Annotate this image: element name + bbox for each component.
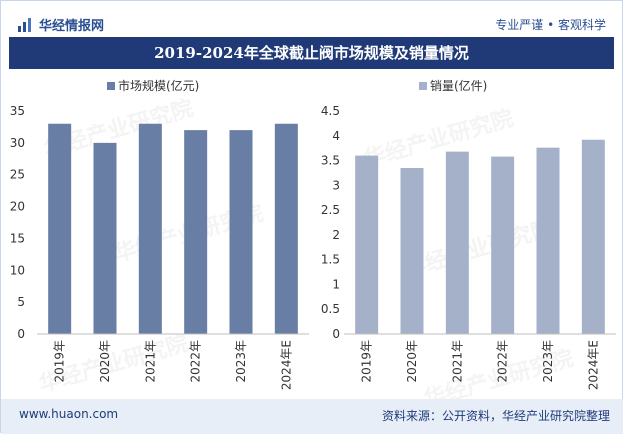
y-tick-label: 25 bbox=[10, 168, 25, 182]
x-tick-label: 2024年E bbox=[586, 340, 600, 390]
x-tick-label: 2022年 bbox=[496, 340, 510, 383]
y-tick-label: 0 bbox=[332, 327, 340, 341]
bar bbox=[274, 123, 298, 334]
x-tick-label: 2020年 bbox=[405, 340, 419, 383]
y-tick-label: 30 bbox=[10, 136, 25, 150]
legend-swatch bbox=[419, 82, 427, 90]
y-tick-label: 3.5 bbox=[321, 154, 340, 168]
y-tick-label: 35 bbox=[10, 104, 25, 118]
bar bbox=[400, 167, 424, 334]
y-tick-label: 15 bbox=[10, 231, 25, 245]
bar bbox=[229, 130, 253, 334]
x-tick-label: 2021年 bbox=[450, 340, 464, 383]
x-tick-label: 2019年 bbox=[360, 340, 374, 383]
y-tick-label: 0.5 bbox=[321, 302, 340, 316]
y-tick-label: 0 bbox=[17, 327, 25, 341]
y-tick-label: 4.5 bbox=[321, 104, 340, 118]
bar bbox=[48, 123, 72, 334]
bar bbox=[445, 151, 469, 334]
x-tick-label: 2023年 bbox=[541, 340, 555, 383]
x-tick-label: 2022年 bbox=[189, 340, 203, 383]
title-bar: 2019-2024年全球截止阀市场规模及销量情况 bbox=[9, 37, 614, 69]
y-tick-label: 20 bbox=[10, 200, 25, 214]
x-tick-label: 2021年 bbox=[143, 340, 157, 383]
sales-volume-chart: 销量(亿件) 0 0.5 1 1.5 2 2.5 3 3.5 4 4.5 2019年 2020年 20… bbox=[321, 78, 616, 390]
brand-name: 华经情报网 bbox=[39, 19, 105, 34]
tagline: 专业严谨 • 客观科学 bbox=[495, 18, 606, 32]
bar bbox=[93, 142, 117, 334]
chart-title: 2019-2024年全球截止阀市场规模及销量情况 bbox=[154, 44, 469, 62]
brand[interactable]: 华经情报网 bbox=[17, 15, 104, 34]
footer: www.huaon.com 资料来源：公开资料，华经产业研究院整理 bbox=[1, 399, 623, 434]
top-bar: 华经情报网 专业严谨 • 客观科学 bbox=[9, 9, 614, 37]
brand-logo-icon bbox=[18, 17, 31, 32]
x-tick-label: 2023年 bbox=[234, 340, 248, 383]
bar bbox=[491, 156, 515, 334]
y-tick-label: 5 bbox=[17, 295, 25, 309]
legend-label: 销量(亿件) bbox=[430, 78, 487, 93]
bar bbox=[184, 130, 208, 334]
bar bbox=[581, 139, 605, 334]
x-tick-label: 2019年 bbox=[53, 340, 67, 383]
legend-label: 市场规模(亿元) bbox=[118, 78, 199, 93]
y-tick-label: 3 bbox=[332, 178, 340, 192]
legend-swatch bbox=[107, 82, 115, 90]
y-tick-label: 1 bbox=[332, 277, 340, 291]
y-tick-label: 2 bbox=[332, 228, 340, 242]
legend: 销量(亿件) bbox=[419, 78, 487, 93]
y-tick-label: 2.5 bbox=[321, 203, 340, 217]
bar bbox=[138, 123, 162, 334]
bar bbox=[536, 147, 560, 334]
y-tick-label: 4 bbox=[332, 129, 340, 143]
y-tick-label: 10 bbox=[10, 263, 25, 277]
website-link[interactable]: www.huaon.com bbox=[19, 407, 119, 421]
x-tick-label: 2020年 bbox=[98, 340, 112, 383]
bar bbox=[355, 155, 379, 334]
source-note: 资料来源：公开资料，华经产业研究院整理 bbox=[381, 409, 610, 423]
y-tick-label: 1.5 bbox=[321, 253, 340, 267]
legend: 市场规模(亿元) bbox=[107, 78, 199, 93]
x-tick-label: 2024年E bbox=[279, 340, 293, 390]
market-size-chart: 市场规模(亿元) 0 5 10 15 20 25 30 35 2019年 2020年 2021年 2… bbox=[10, 78, 309, 390]
